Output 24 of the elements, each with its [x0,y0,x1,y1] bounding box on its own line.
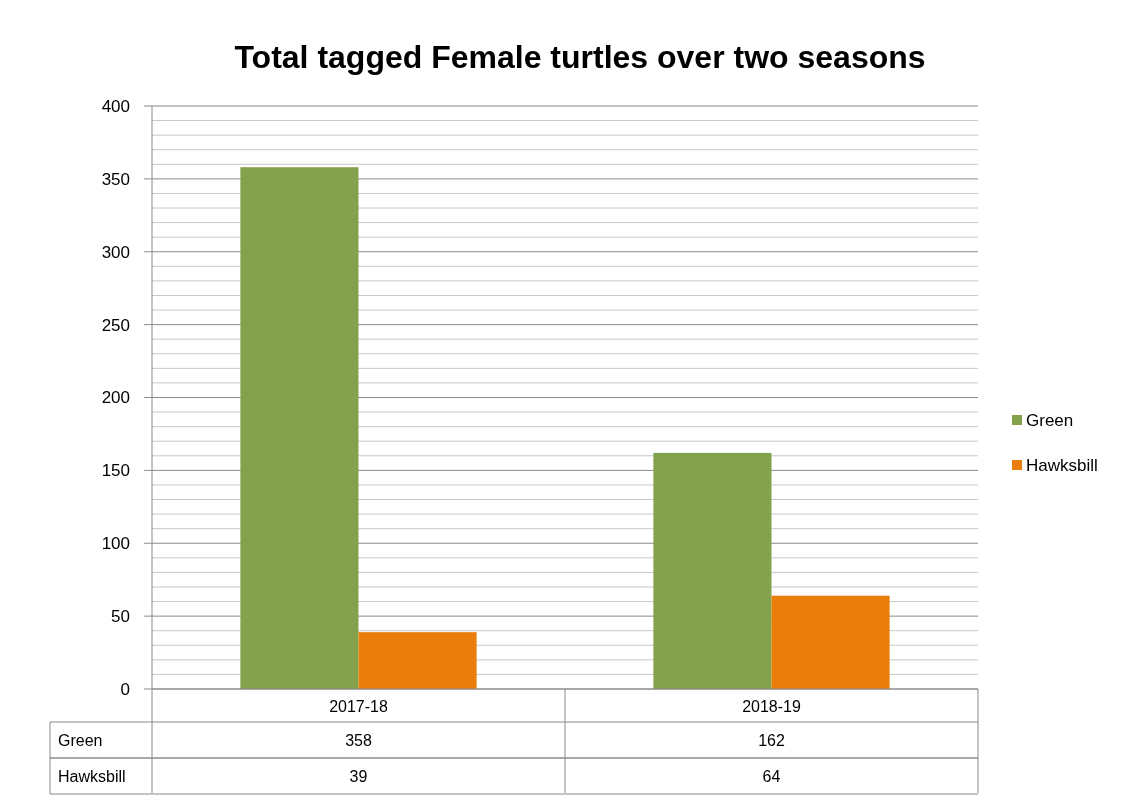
x-tick-label: 2017-18 [329,697,388,715]
text: Hawksbill [58,767,126,785]
y-tick-label: 50 [111,607,130,627]
y-tick-label: 150 [101,461,130,481]
chart-title: Total tagged Female turtles over two seasons [234,39,926,75]
y-tick-label: 250 [101,315,130,335]
y-tick-label: 350 [101,169,130,189]
data-label: 358 [345,731,372,749]
x-tick-label: 2018-19 [742,697,801,715]
bar [240,167,359,689]
y-tick-label: 200 [101,388,130,408]
legend-label: Hawksbill [1026,455,1098,475]
data-label: 162 [758,731,785,749]
y-tick-label: 100 [101,534,130,554]
bar [653,452,772,689]
data-label: 39 [349,767,368,785]
y-tick-label: 300 [101,242,130,262]
y-tick-label: 400 [101,96,130,116]
data-label: 64 [762,767,781,785]
bar [358,632,477,689]
text: Green [58,731,103,749]
legend-label: Green [1026,410,1074,430]
y-tick-label: 0 [120,679,130,699]
bar [771,595,890,689]
